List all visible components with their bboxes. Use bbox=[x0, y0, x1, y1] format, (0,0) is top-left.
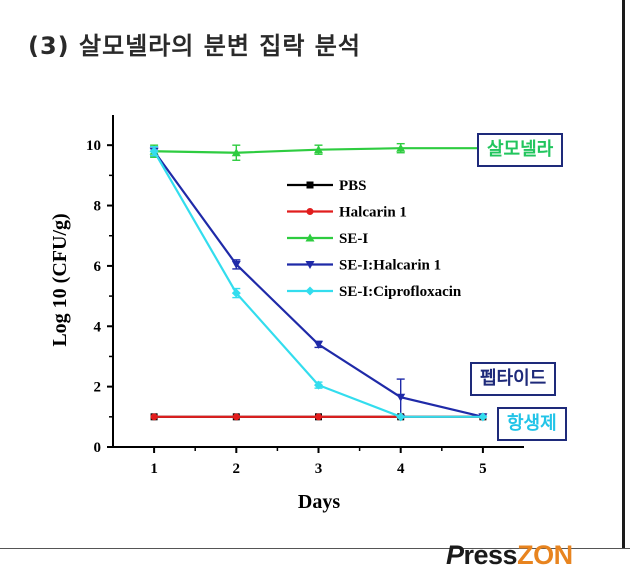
legend-label: Halcarin 1 bbox=[339, 205, 407, 221]
x-tick-label: 3 bbox=[315, 461, 323, 477]
legend-item: SE-I bbox=[287, 231, 368, 247]
x-axis-title: Days bbox=[298, 491, 340, 513]
data-point bbox=[231, 260, 241, 269]
legend: PBS Halcarin 1 SE-I SE-I:Halcarin 1 SE-I:Cip… bbox=[287, 178, 462, 300]
x-tick-label: 5 bbox=[479, 461, 487, 477]
legend-item: PBS bbox=[287, 178, 367, 194]
x-tick-label: 2 bbox=[233, 461, 241, 477]
data-point bbox=[231, 288, 241, 298]
legend-item: SE-I:Ciprofloxacin bbox=[287, 284, 462, 300]
legend-label: SE-I:Ciprofloxacin bbox=[339, 284, 462, 300]
data-point bbox=[314, 340, 323, 349]
data-point bbox=[150, 413, 158, 421]
y-tick-label: 8 bbox=[94, 199, 102, 215]
series-se-i-halcarin-1 bbox=[149, 145, 488, 422]
legend-label: PBS bbox=[339, 178, 367, 194]
axes: 1 2 3 4 5 0 2 4 6 8 10 bbox=[86, 115, 524, 477]
data-point bbox=[396, 393, 406, 402]
antibiotic-callout: 항생제 bbox=[497, 407, 567, 441]
data-point bbox=[396, 412, 406, 422]
legend-marker bbox=[305, 286, 315, 296]
data-point bbox=[149, 146, 159, 156]
y-tick-label: 6 bbox=[94, 259, 102, 275]
legend-label: SE-I bbox=[339, 231, 368, 247]
legend-item: SE-I:Halcarin 1 bbox=[287, 258, 441, 274]
peptide-callout: 펩타이드 bbox=[470, 362, 557, 396]
legend-marker bbox=[305, 233, 315, 242]
footer-rule bbox=[0, 548, 630, 549]
legend-label: SE-I:Halcarin 1 bbox=[339, 258, 441, 274]
data-point bbox=[314, 145, 323, 154]
data-point bbox=[232, 413, 240, 421]
y-tick-label: 0 bbox=[94, 440, 102, 456]
legend-marker bbox=[306, 208, 314, 215]
legend-marker bbox=[305, 261, 315, 269]
data-point bbox=[396, 143, 406, 152]
series-se-i bbox=[149, 142, 488, 161]
y-tick-label: 10 bbox=[86, 138, 101, 154]
data-point bbox=[231, 148, 241, 157]
data-point bbox=[314, 380, 323, 390]
y-axis-title: Log 10 (CFU/g) bbox=[49, 213, 71, 346]
legend-marker bbox=[306, 181, 314, 189]
data-point bbox=[315, 413, 322, 421]
page-heading: (3) 살모넬라의 분변 집락 분석 bbox=[28, 32, 361, 60]
x-tick-label: 1 bbox=[150, 461, 158, 477]
y-tick-label: 4 bbox=[94, 319, 102, 335]
frame-border bbox=[622, 0, 625, 548]
x-tick-label: 4 bbox=[397, 461, 405, 477]
series-group bbox=[149, 142, 488, 422]
series-se-i-ciprofloxacin bbox=[149, 145, 488, 422]
y-tick-label: 2 bbox=[94, 380, 102, 396]
legend-item: Halcarin 1 bbox=[287, 205, 407, 221]
presszon-logo: PressZON bbox=[446, 540, 573, 570]
data-point bbox=[478, 412, 488, 422]
salmonella-callout: 살모넬라 bbox=[477, 133, 564, 167]
